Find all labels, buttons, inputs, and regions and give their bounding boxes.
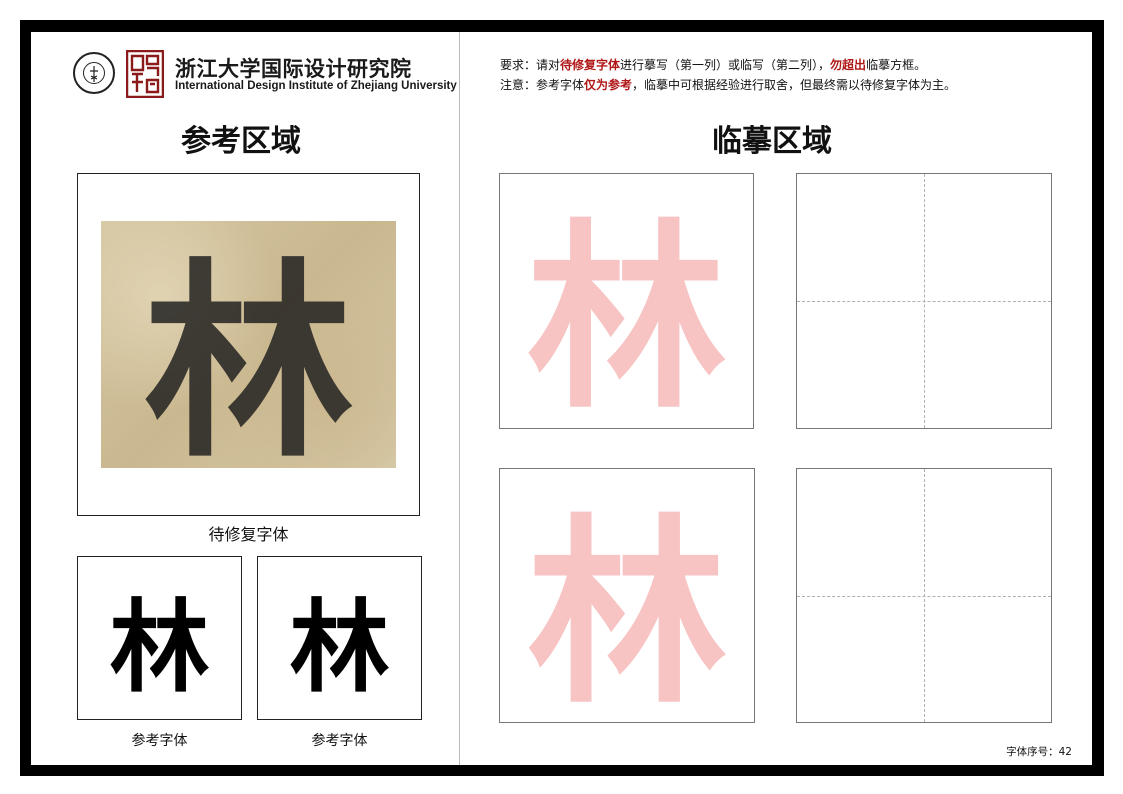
copy-area-title: 临摹区域 bbox=[712, 124, 832, 159]
damaged-glyph-box: 林 bbox=[77, 173, 420, 516]
zju-seal-icon bbox=[73, 52, 115, 94]
reference-glyph-1: 林 bbox=[109, 587, 210, 706]
trace-glyph-1: 林 bbox=[526, 201, 727, 436]
damaged-glyph: 林 bbox=[143, 238, 354, 486]
instruction-note: 注意：参考字体仅为参考，临摹中可根据经验进行取舍，但最终需以待修复字体为主。 bbox=[500, 78, 957, 92]
institute-name-cn: 浙江大学国际设计研究院 bbox=[175, 57, 412, 81]
institute-name-en: International Design Institute of Zhejia… bbox=[175, 80, 457, 92]
damaged-glyph-caption: 待修复字体 bbox=[208, 525, 289, 544]
glyph-serial-number: 字体序号：42 bbox=[1006, 746, 1072, 758]
trace-glyph-2: 林 bbox=[526, 495, 727, 731]
reference-caption-2: 参考字体 bbox=[311, 733, 368, 749]
freehand-box-1[interactable] bbox=[796, 173, 1052, 429]
red-seal-stamp-icon bbox=[126, 50, 164, 98]
reference-glyph-box-2: 林 bbox=[257, 556, 422, 720]
trace-box-2[interactable]: 林 bbox=[499, 468, 755, 731]
institute-logo: 浙江大学国际设计研究院 International Design Institu… bbox=[73, 50, 457, 100]
center-divider bbox=[459, 32, 460, 765]
freehand-box-2[interactable] bbox=[796, 468, 1052, 723]
rubbing-image: 林 bbox=[101, 221, 396, 486]
reference-area-title: 参考区域 bbox=[181, 124, 301, 159]
reference-glyph-box-1: 林 bbox=[77, 556, 242, 720]
grid-guide-horizontal bbox=[797, 301, 1051, 302]
trace-box-1[interactable]: 林 bbox=[499, 173, 754, 436]
reference-glyph-2: 林 bbox=[289, 588, 390, 706]
reference-caption-1: 参考字体 bbox=[131, 733, 188, 749]
instruction-requirement: 要求：请对待修复字体进行摹写（第一列）或临写（第二列），勿超出临摹方框。 bbox=[500, 58, 927, 72]
grid-guide-horizontal bbox=[797, 595, 1051, 597]
instructions: 要求：请对待修复字体进行摹写（第一列）或临写（第二列），勿超出临摹方框。 注意：… bbox=[500, 55, 956, 95]
